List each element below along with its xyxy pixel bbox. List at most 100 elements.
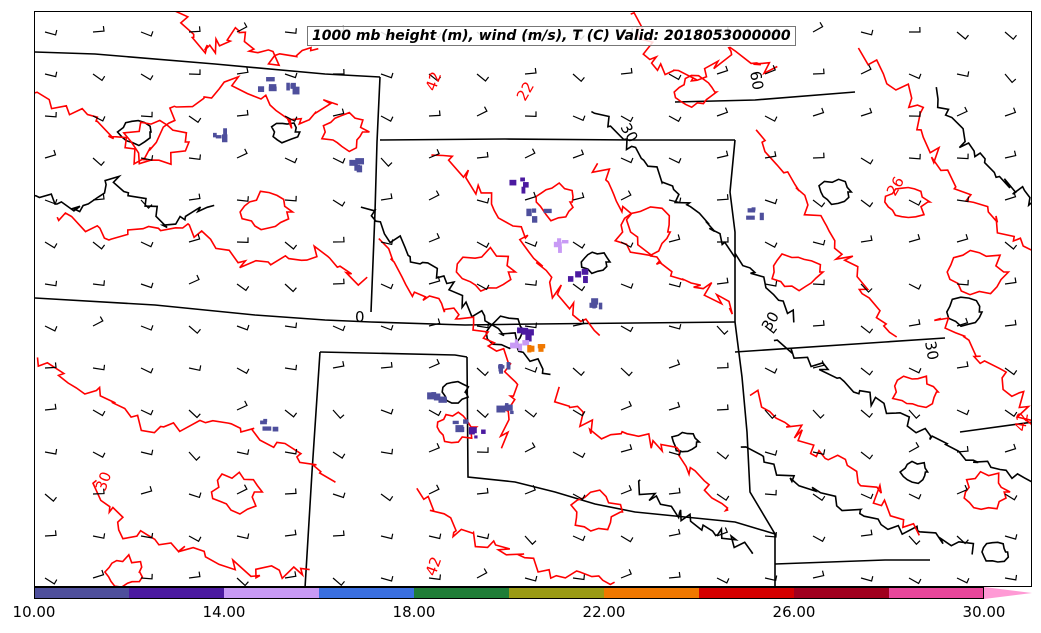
wind-barb [236, 324, 250, 331]
wind-barb [860, 107, 873, 117]
wind-barb [332, 325, 346, 332]
height-contour-loop [981, 541, 1010, 563]
colorbar-bin [699, 587, 795, 599]
wind-speed-patch [522, 340, 530, 346]
wind-barb [44, 199, 58, 205]
wind-barb [44, 577, 58, 585]
wind-barb [380, 157, 393, 167]
height-contour-label: 30 [921, 340, 942, 362]
wind-barb [476, 283, 490, 291]
wind-speed-patch [433, 393, 441, 401]
wind-speed-patch [272, 426, 279, 432]
wind-barb [44, 280, 58, 287]
temperature-contour-label: 22 [513, 78, 538, 104]
wind-barb [908, 367, 922, 374]
wind-barb [860, 409, 873, 419]
wind-barb [428, 358, 440, 369]
wind-speed-patch [581, 268, 589, 275]
wind-barb [332, 360, 345, 369]
colorbar-tick-label: 14.00 [202, 603, 246, 621]
temperature-contour-line [590, 162, 734, 315]
temperature-contour-loop [535, 181, 574, 222]
wind-barb [572, 241, 586, 249]
wind-barb [332, 530, 345, 537]
wind-barb [92, 26, 105, 33]
wind-barb [1004, 443, 1017, 453]
wind-barb [764, 151, 777, 159]
temperature-contour-label: 30 [92, 469, 115, 493]
wind-barb [333, 68, 345, 75]
colorbar-extend-arrow [984, 587, 1032, 599]
wind-barb [524, 148, 536, 159]
wind-speed-patch [452, 420, 459, 425]
wind-barb [956, 317, 969, 327]
colorbar-bin [224, 587, 320, 599]
wind-barb [812, 279, 825, 286]
wind-barb [1004, 107, 1017, 117]
wind-barb [188, 325, 201, 335]
wind-barb [284, 72, 298, 79]
temperature-contour-line [92, 479, 310, 580]
wind-speed-patch [558, 246, 562, 253]
wind-speed-patch [257, 86, 265, 93]
wind-speed-patch [567, 276, 574, 282]
wind-speed-patch [481, 429, 486, 434]
wind-barb [188, 409, 201, 419]
wind-barb [284, 195, 297, 202]
wind-barb [284, 571, 297, 579]
wind-barb [668, 487, 681, 495]
wind-barb [716, 150, 729, 159]
height-contour-line [935, 86, 1031, 208]
height-contour-loop [270, 122, 302, 144]
wind-barb [908, 409, 921, 420]
wind-barb [764, 198, 778, 205]
wind-barb [140, 31, 154, 37]
wind-barb [380, 193, 393, 201]
colorbar-bin [509, 587, 605, 599]
wind-barb [284, 364, 298, 371]
wind-speed-patch [510, 342, 519, 349]
wind-barb [572, 73, 585, 83]
wind-barb [332, 451, 346, 459]
height-contours [35, 86, 1031, 563]
wind-barb [236, 22, 248, 33]
wind-barb [140, 367, 154, 374]
wind-speed-patch [532, 208, 537, 213]
wind-barb [572, 409, 586, 417]
wind-barb [860, 64, 872, 75]
wind-barb [380, 72, 394, 79]
wind-barb [140, 325, 154, 331]
wind-speed-patch [268, 84, 277, 91]
wind-barb [332, 108, 345, 117]
wind-barb [572, 318, 585, 327]
wind-barb [620, 325, 634, 333]
wind-barb [764, 409, 777, 420]
temperature-contour-line [857, 47, 1031, 251]
wind-barb [668, 401, 681, 411]
wind-barb [956, 409, 970, 416]
wind-barb [524, 280, 537, 286]
wind-barb [476, 241, 490, 249]
wind-barb [1004, 191, 1017, 201]
wind-barb [812, 107, 825, 117]
wind-speed-patch [356, 165, 363, 173]
colorbar-bin [414, 587, 510, 599]
wind-barb [956, 577, 970, 584]
wind-barb [332, 236, 345, 243]
wind-barb [860, 325, 874, 334]
wind-barb [572, 574, 585, 581]
wind-speed-patch [499, 365, 504, 374]
height-contour-label: 0 [355, 308, 365, 326]
wind-barb [620, 569, 632, 579]
wind-barb [476, 73, 490, 82]
wind-barb [236, 283, 250, 292]
wind-barb [428, 442, 441, 453]
wind-barb [1004, 241, 1018, 250]
wind-barb [1004, 319, 1017, 327]
wind-barb [668, 571, 681, 579]
shaded-patches [213, 77, 764, 439]
wind-barb [44, 448, 58, 455]
wind-speed-patch [509, 179, 517, 186]
wind-barb [44, 325, 58, 332]
wind-barb [428, 148, 440, 159]
